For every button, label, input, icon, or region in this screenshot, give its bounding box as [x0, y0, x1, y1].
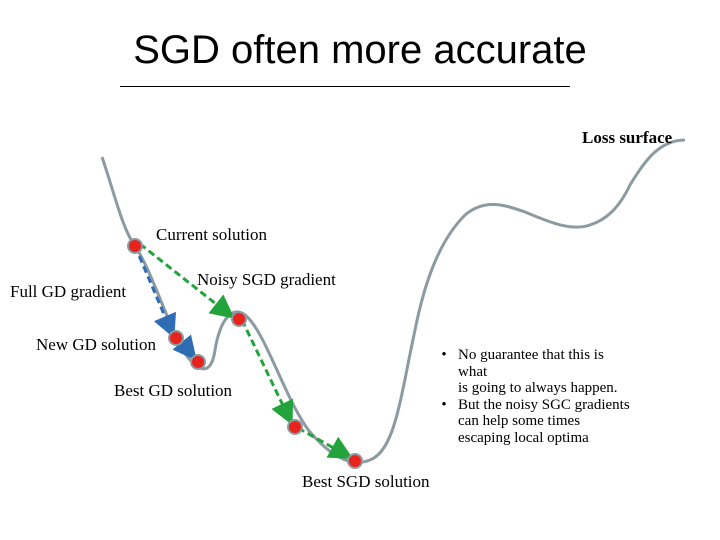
new-gd-solution-point	[168, 330, 184, 346]
note-line: No guarantee that this is	[458, 347, 604, 363]
note-line: what	[458, 363, 488, 380]
sgd-step-point-1	[231, 311, 247, 327]
note-item: • No guarantee that this is what is goin…	[430, 347, 700, 397]
new-gd-solution-label: New GD solution	[36, 335, 156, 354]
best-gd-solution-point	[190, 354, 206, 370]
sgd-arrow-2	[240, 319, 294, 426]
best-sgd-solution-point	[347, 453, 363, 469]
note-item: • But the noisy SGC gradients can help s…	[430, 397, 700, 447]
note-line: But the noisy SGC gradients	[458, 396, 630, 413]
current-solution-point	[127, 238, 143, 254]
best-gd-solution-label: Best GD solution	[114, 381, 233, 400]
note-line: can help some times	[458, 413, 581, 429]
slide-title: SGD often more accurate	[133, 28, 587, 72]
noisy-sgd-gradient-label: Noisy SGD gradient	[197, 270, 336, 289]
current-solution-label: Current solution	[156, 225, 267, 244]
sgd-arrow-3	[297, 426, 354, 459]
title-underline	[120, 86, 570, 87]
bullet-icon: •	[441, 347, 447, 363]
sgd-arrow-1	[139, 242, 235, 319]
best-sgd-solution-label: Best SGD solution	[302, 472, 430, 491]
loss-surface-label: Loss surface	[582, 128, 673, 147]
note-line: escaping local optima	[458, 429, 589, 446]
note-line: is going to always happen.	[458, 380, 618, 396]
bullet-icon: •	[441, 396, 447, 413]
notes-list: • No guarantee that this is what is goin…	[430, 347, 700, 446]
sgd-step-point-2	[287, 419, 303, 435]
full-gd-gradient-label: Full GD gradient	[10, 282, 127, 301]
full-gd-arrow-1	[133, 245, 176, 339]
